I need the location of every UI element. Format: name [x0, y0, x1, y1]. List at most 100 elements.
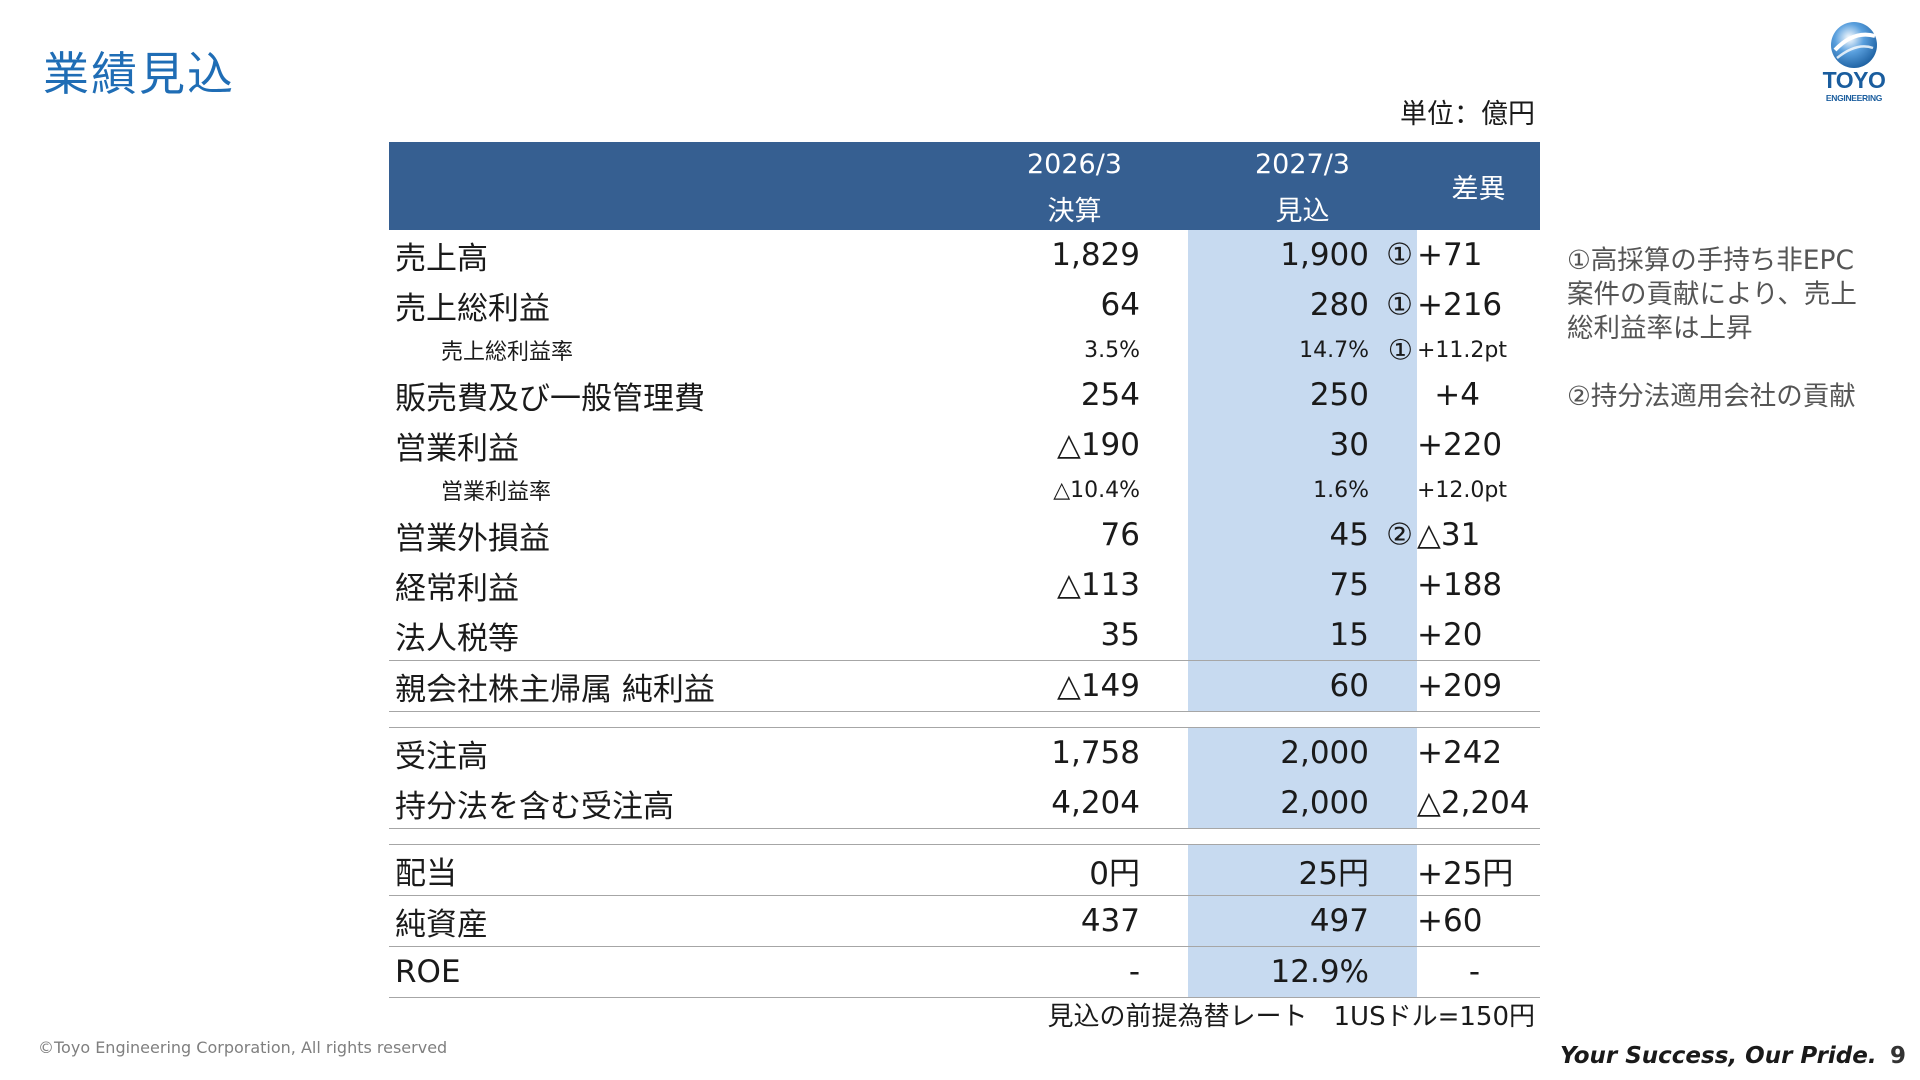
diff-value: +71: [1417, 237, 1483, 273]
logo-wordmark: TOYO: [1822, 67, 1886, 93]
note-marker: ①: [1386, 237, 1413, 273]
company-logo: TOYO ENGINEERING: [1814, 20, 1894, 105]
diff-value: +209: [1417, 660, 1540, 712]
prev-value: 35: [961, 610, 1188, 661]
table-row: 親会社株主帰属 純利益 △149 60 +209: [389, 660, 1540, 712]
forecast-value: 2,000: [1188, 727, 1417, 778]
table-row: 営業外損益 76 45 ② △31: [389, 510, 1540, 560]
side-notes: ①高採算の手持ち非EPC 案件の貢献により、売上 総利益率は上昇 ②持分法適用会…: [1567, 244, 1917, 414]
forecast-value: 45: [1329, 517, 1369, 553]
forecast-value: 12.9%: [1188, 946, 1417, 998]
table-row: 法人税等 35 15 +20: [389, 610, 1540, 661]
prev-value: 64: [1100, 287, 1140, 323]
header-forecast-kind: 見込: [1188, 186, 1417, 230]
table-row: 営業利益 △190 30 +220: [389, 420, 1540, 470]
table-header: 2026/3 2027/3 差異 決算 見込: [389, 142, 1540, 230]
table-row: 配当 0円 25円 +25円: [389, 844, 1540, 896]
prev-value: 254: [1080, 377, 1140, 413]
forecast-value: 30: [1329, 427, 1369, 463]
prev-value: △113: [1056, 567, 1140, 603]
diff-value: +12.0pt: [1417, 477, 1508, 503]
forecast-cell: 250: [1188, 370, 1417, 420]
note-marker: ①: [1386, 287, 1413, 323]
row-label: 純資産: [389, 895, 961, 947]
note-marker: ①: [1387, 333, 1413, 367]
forecast-value: 497: [1188, 895, 1417, 947]
row-label: 営業外損益: [395, 520, 550, 557]
diff-value: +60: [1417, 895, 1540, 947]
row-label: 持分法を含む受注高: [389, 778, 961, 829]
header-blank-2: [389, 186, 961, 230]
row-label: 売上総利益: [395, 290, 550, 327]
table-row: 受注高 1,758 2,000 +242: [389, 727, 1540, 778]
forecast-cell: 75: [1188, 560, 1417, 610]
diff-value: △2,204: [1417, 778, 1540, 829]
row-label: 法人税等: [389, 610, 961, 661]
side-note-1: ①高採算の手持ち非EPC 案件の貢献により、売上 総利益率は上昇: [1567, 245, 1857, 344]
forecast-cell: 30: [1188, 420, 1417, 470]
prev-value: △10.4%: [1053, 477, 1140, 503]
side-note-2: ②持分法適用会社の貢献: [1567, 381, 1856, 412]
header-forecast-period: 2027/3: [1188, 142, 1417, 186]
table-body: 売上高 1,829 1,900 ① +71 売上総利益 64 280 ① +216 …: [389, 230, 1540, 998]
table-row: 販売費及び一般管理費 254 250 +4: [389, 370, 1540, 420]
header-diff: 差異: [1417, 142, 1540, 230]
table-row: 売上総利益率 3.5% 14.7% ① +11.2pt: [389, 330, 1540, 370]
table-row: ROE - 12.9% -: [389, 946, 1540, 998]
diff-value: △31: [1417, 517, 1481, 553]
forecast-cell: 1.6%: [1188, 470, 1417, 510]
row-label: 営業利益率: [441, 480, 552, 505]
globe-logo-icon: [1831, 22, 1877, 68]
table-row: 持分法を含む受注高 4,204 2,000 △2,204: [389, 778, 1540, 829]
note-marker: ②: [1386, 517, 1413, 553]
prev-value: 4,204: [961, 778, 1188, 829]
prev-value: 3.5%: [1084, 337, 1140, 363]
exchange-rate-note: 見込の前提為替レート 1USドル=150円: [1047, 1002, 1536, 1032]
diff-value: +11.2pt: [1417, 337, 1508, 363]
diff-value: +242: [1417, 727, 1540, 778]
forecast-value: 2,000: [1188, 778, 1417, 829]
prev-value: 1,758: [961, 727, 1188, 778]
table-row: 営業利益率 △10.4% 1.6% +12.0pt: [389, 470, 1540, 510]
prev-value: 0円: [961, 844, 1188, 896]
header-prev-period: 2026/3: [961, 142, 1188, 186]
forecast-value: 14.7%: [1299, 337, 1369, 363]
row-label: 営業利益: [395, 430, 519, 467]
forecast-cell: 14.7% ①: [1188, 330, 1417, 370]
forecast-table: 2026/3 2027/3 差異 決算 見込 売上高 1,829 1,900 ① …: [389, 142, 1540, 998]
row-label: 配当: [389, 844, 961, 896]
table-row: 経常利益 △113 75 +188: [389, 560, 1540, 610]
diff-value: +25円: [1417, 844, 1540, 896]
copyright: ©Toyo Engineering Corporation, All right…: [38, 1038, 448, 1057]
row-label: 親会社株主帰属 純利益: [389, 660, 961, 712]
forecast-value: 250: [1309, 377, 1369, 413]
prev-value: 76: [1100, 517, 1140, 553]
diff-value: -: [1417, 946, 1540, 998]
row-label: 売上総利益率: [441, 340, 574, 365]
row-label: ROE: [389, 946, 961, 998]
section-gap: [389, 711, 1540, 728]
diff-value: +4: [1434, 377, 1480, 413]
row-label: 売上高: [395, 240, 488, 277]
prev-value: 437: [961, 895, 1188, 947]
table-row: 売上総利益 64 280 ① +216: [389, 280, 1540, 330]
page-title: 業績見込: [43, 47, 235, 101]
section-gap: [389, 828, 1540, 845]
table-row: 純資産 437 497 +60: [389, 895, 1540, 947]
prev-value: △149: [961, 660, 1188, 712]
forecast-cell: 15: [1188, 610, 1417, 661]
prev-value: -: [961, 946, 1188, 998]
forecast-cell: 45 ②: [1188, 510, 1417, 560]
forecast-value: 15: [1329, 617, 1369, 653]
forecast-cell: 60: [1188, 660, 1417, 712]
header-blank: [389, 142, 961, 186]
diff-value: +220: [1417, 427, 1503, 463]
unit-note: 単位：億円: [1400, 99, 1535, 130]
forecast-value: 75: [1329, 567, 1369, 603]
diff-value: +20: [1417, 610, 1540, 661]
forecast-value: 60: [1329, 668, 1369, 704]
prev-value: 1,829: [1051, 237, 1140, 273]
header-prev-kind: 決算: [961, 186, 1188, 230]
row-label: 受注高: [389, 727, 961, 778]
diff-value: +216: [1417, 287, 1503, 323]
